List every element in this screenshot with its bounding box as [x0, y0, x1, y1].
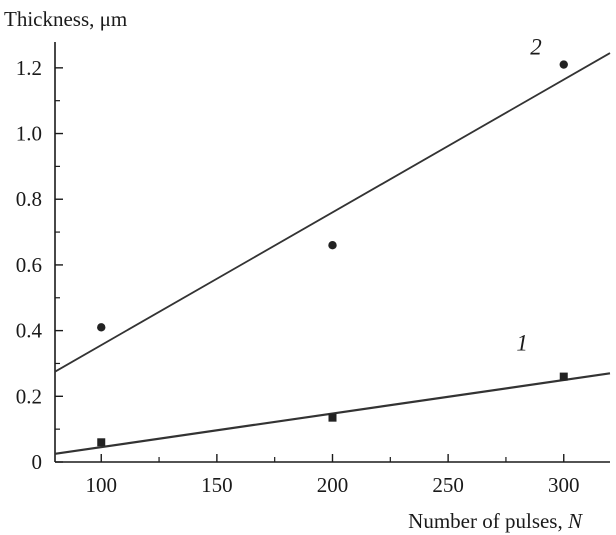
y-axis-title: Thickness, μm [4, 7, 127, 31]
series-1-point [97, 438, 106, 447]
series-labels: 12 [516, 35, 541, 356]
series-1-point [559, 372, 568, 381]
y-tick-label: 0.8 [16, 187, 42, 211]
x-tick-label: 250 [432, 473, 464, 497]
series-1-point [328, 413, 337, 422]
x-tick-label: 100 [86, 473, 118, 497]
series-2-point [328, 241, 337, 250]
y-ticks: 0 0.2 0.4 0.6 0.8 1.0 1.2 [16, 56, 63, 474]
y-tick-label: 0.2 [16, 384, 42, 408]
series-2-fit-line [54, 52, 611, 373]
x-tick-label: 150 [201, 473, 233, 497]
y-tick-label: 0 [32, 450, 43, 474]
y-tick-label: 0.6 [16, 253, 42, 277]
y-tick-label: 1.0 [16, 122, 42, 146]
series-1-fit-line [54, 372, 611, 455]
x-tick-label: 200 [317, 473, 349, 497]
series-2-point [559, 60, 568, 69]
series-2-point [97, 323, 106, 332]
y-tick-label: 1.2 [16, 56, 42, 80]
y-tick-label: 0.4 [16, 319, 43, 343]
series-1-label: 1 [516, 330, 528, 355]
x-ticks: 100 150 200 250 300 [86, 454, 580, 497]
x-axis-title: Number of pulses, N [408, 509, 583, 533]
fit-lines [54, 52, 611, 455]
markers [97, 60, 568, 447]
series-2-label: 2 [530, 35, 542, 60]
x-tick-label: 300 [548, 473, 580, 497]
